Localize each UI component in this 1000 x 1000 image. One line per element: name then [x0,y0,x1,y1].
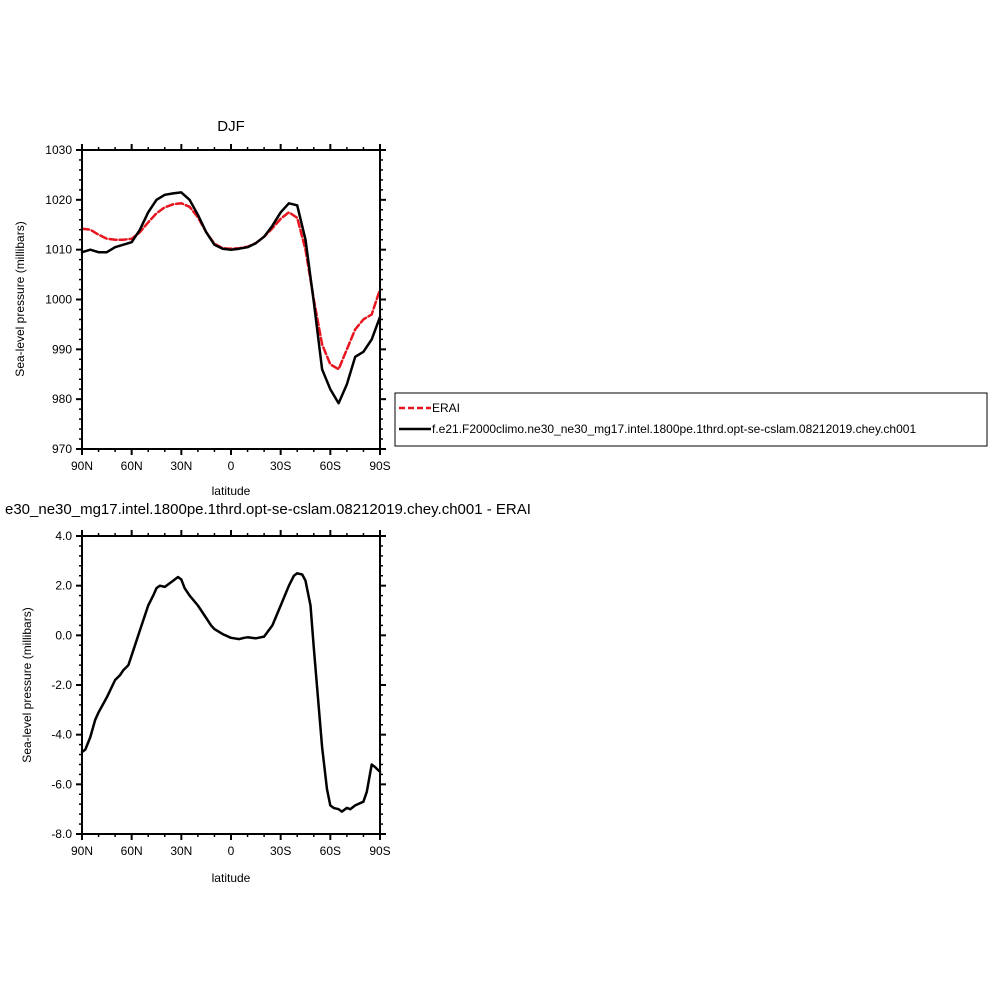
bottom-y-tick-label: 0.0 [55,628,72,642]
top-series-line-1 [80,191,382,405]
bottom-y-tick-label: -6.0 [51,777,72,791]
bottom-x-axis-label: latitude [212,871,251,885]
bottom-y-tick-label: 2.0 [55,579,72,593]
top-title: DJF [217,118,245,135]
bottom-x-tick-label: 90S [369,844,390,858]
bottom-x-tick-label: 30S [270,844,291,858]
legend-model-label: f.e21.F2000climo.ne30_ne30_mg17.intel.18… [432,422,916,436]
panel-top: DJF 90N 60N 30N 0 30S 60S 90S 970 980 990 1000 1010… [13,118,391,498]
legend-box [394,392,988,447]
bottom-y-tick-label: -2.0 [51,678,72,692]
top-x-tick-label: 90S [369,459,390,473]
top-x-tick-label: 0 [228,459,235,473]
legend-erai-label: ERAI [432,401,460,415]
top-x-tick-label: 60N [121,459,143,473]
bottom-x-tick-label: 60S [320,844,341,858]
top-series-group [80,191,382,405]
top-x-axis-label: latitude [212,484,251,498]
top-y-tick-label: 1030 [45,143,72,157]
top-ticks-group: 90N 60N 30N 0 30S 60S 90S 970 980 990 1000 1010 1020… [45,143,390,473]
top-y-tick-label: 980 [52,392,72,406]
top-x-tick-label: 30N [170,459,192,473]
legend: ERAI f.e21.F2000climo.ne30_ne30_mg17.int… [394,392,988,447]
top-x-tick-label: 30S [270,459,291,473]
bottom-y-tick-label: -8.0 [51,827,72,841]
bottom-x-tick-label: 60N [121,844,143,858]
bottom-y-axis-label: Sea-level pressure (millibars) [20,607,34,762]
bottom-plot-frame [81,535,381,835]
bottom-title: e30_ne30_mg17.intel.1800pe.1thrd.opt-se-… [5,501,531,518]
bottom-x-tick-label: 0 [228,844,235,858]
top-y-tick-label: 990 [52,342,72,356]
top-x-tick-label: 60S [320,459,341,473]
top-plot-frame [81,149,381,450]
bottom-series-line-0 [80,572,382,813]
top-y-tick-label: 1020 [45,193,72,207]
bottom-y-tick-label: 4.0 [55,529,72,543]
top-x-tick-label: 90N [71,459,93,473]
top-y-axis-label: Sea-level pressure (millibars) [13,221,27,376]
top-y-tick-label: 970 [52,442,72,456]
bottom-x-tick-label: 90N [71,844,93,858]
panel-bottom: e30_ne30_mg17.intel.1800pe.1thrd.opt-se-… [5,501,531,885]
top-y-tick-label: 1000 [45,293,72,307]
bottom-x-tick-label: 30N [170,844,192,858]
top-series-line-0 [80,202,382,371]
top-y-tick-label: 1010 [45,243,72,257]
bottom-y-tick-label: -4.0 [51,728,72,742]
bottom-ticks-group: 90N 60N 30N 0 30S 60S 90S -8.0 -6.0 -4.0 -2.0 0.0 2.… [51,529,390,858]
bottom-series-group [80,572,382,813]
